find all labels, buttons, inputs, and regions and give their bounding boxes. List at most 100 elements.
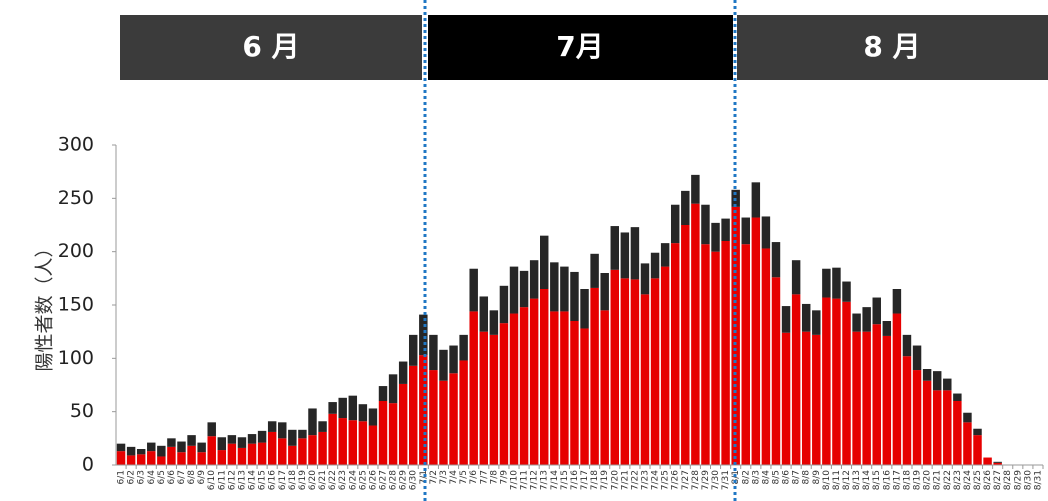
x-tick-label: 7/27 — [681, 470, 691, 490]
bar-segment — [892, 313, 902, 465]
month-label: 7月 — [556, 30, 603, 63]
bar-segment — [439, 380, 448, 465]
x-tick-label: 7/16 — [570, 470, 580, 490]
bar-segment — [872, 297, 881, 325]
bar-segment — [973, 428, 982, 436]
bar-segment — [419, 355, 428, 465]
bar-segment — [610, 269, 619, 465]
bar-segment — [278, 422, 287, 439]
bar-segment — [691, 203, 700, 465]
bar-segment — [177, 452, 186, 465]
x-tick-label: 6/9 — [197, 470, 207, 485]
bar-segment — [791, 260, 801, 295]
bar-segment — [237, 447, 247, 465]
x-tick-label: 8/9 — [812, 470, 822, 485]
bar-segment — [932, 371, 942, 391]
bar-segment — [973, 435, 982, 465]
x-tick-label: 6/7 — [177, 470, 187, 484]
bar-segment — [419, 314, 428, 356]
bar-segment — [560, 266, 569, 312]
bar-segment — [771, 277, 781, 465]
bar-segment — [318, 421, 327, 432]
x-tick-label: 7/7 — [479, 470, 489, 484]
bar-segment — [388, 374, 398, 404]
bar-segment — [590, 253, 599, 288]
bar-segment — [409, 365, 418, 465]
bar-segment — [701, 204, 710, 245]
x-tick-label: 7/28 — [691, 470, 701, 490]
bar-segment — [358, 421, 368, 465]
x-tick-label: 8/2 — [741, 470, 751, 484]
bar-segment — [560, 311, 569, 465]
x-tick-label: 7/22 — [630, 470, 640, 490]
bar-segment — [398, 361, 408, 384]
bar-segment — [650, 278, 660, 465]
bar-segment — [550, 262, 559, 312]
bar-segment — [459, 334, 468, 361]
bar-segment — [701, 244, 710, 465]
bar-segment — [540, 235, 549, 289]
bar-segment — [761, 216, 771, 249]
bar-segment — [731, 206, 740, 465]
x-tick-label: 6/29 — [399, 470, 409, 490]
x-tick-label: 6/8 — [187, 470, 197, 485]
bar-segment — [862, 307, 871, 332]
x-tick-label: 8/5 — [771, 470, 781, 484]
bar-segment — [519, 307, 529, 465]
x-tick-label: 7/2 — [429, 470, 439, 484]
x-tick-label: 7/17 — [580, 470, 590, 490]
bar-segment — [640, 294, 650, 465]
bar-segment — [429, 370, 438, 465]
x-tick-label: 8/23 — [953, 470, 963, 490]
bar-segment — [963, 412, 972, 423]
bar-segment — [247, 443, 257, 465]
bar-segment — [540, 289, 549, 465]
bar-segment — [781, 332, 791, 465]
month-band — [737, 15, 1048, 80]
bar-segment — [368, 425, 378, 465]
bar-segment — [993, 462, 1002, 465]
bar-segment — [943, 390, 952, 465]
x-tick-label: 7/15 — [560, 470, 570, 490]
bar-segment — [953, 401, 962, 465]
bar-segment — [751, 182, 761, 218]
x-tick-label: 8/10 — [822, 470, 832, 490]
bar-segment — [882, 321, 892, 336]
month-band — [428, 15, 733, 80]
bar-segment — [489, 334, 499, 465]
x-tick-label: 7/6 — [469, 470, 479, 485]
x-tick-label: 7/12 — [530, 470, 540, 490]
x-tick-label: 8/14 — [862, 470, 872, 490]
bar-segment — [318, 431, 327, 465]
bar-segment — [247, 434, 257, 444]
x-tick-label: 8/12 — [842, 470, 852, 490]
x-tick-label: 7/24 — [651, 470, 661, 490]
bar-segment — [257, 430, 267, 443]
x-tick-label: 8/13 — [852, 470, 862, 490]
x-tick-label: 7/21 — [620, 470, 630, 490]
y-tick-label: 300 — [58, 134, 94, 156]
x-tick-label: 7/26 — [671, 470, 681, 490]
bar-segment — [741, 217, 750, 245]
bar-segment — [882, 335, 892, 465]
bar-segment — [902, 356, 912, 465]
bar-segment — [388, 403, 398, 465]
bar-segment — [590, 287, 599, 465]
bar-segment — [429, 334, 438, 371]
x-tick-label: 8/4 — [761, 470, 771, 485]
y-tick-label: 150 — [58, 294, 94, 316]
x-tick-label: 7/1 — [419, 470, 429, 484]
bar-segment — [288, 445, 297, 465]
x-tick-label: 6/2 — [127, 470, 137, 484]
bar-segment — [338, 418, 347, 465]
bar-segment — [610, 226, 619, 270]
bar-segment — [167, 438, 176, 447]
x-tick-label: 8/19 — [913, 470, 923, 490]
bar-segment — [681, 225, 690, 465]
bar-segment — [136, 449, 146, 455]
bar-segment — [469, 311, 478, 465]
bar-segment — [509, 266, 519, 314]
bar-segment — [338, 397, 347, 419]
x-tick-label: 7/10 — [510, 470, 520, 490]
bar-segment — [670, 243, 680, 465]
